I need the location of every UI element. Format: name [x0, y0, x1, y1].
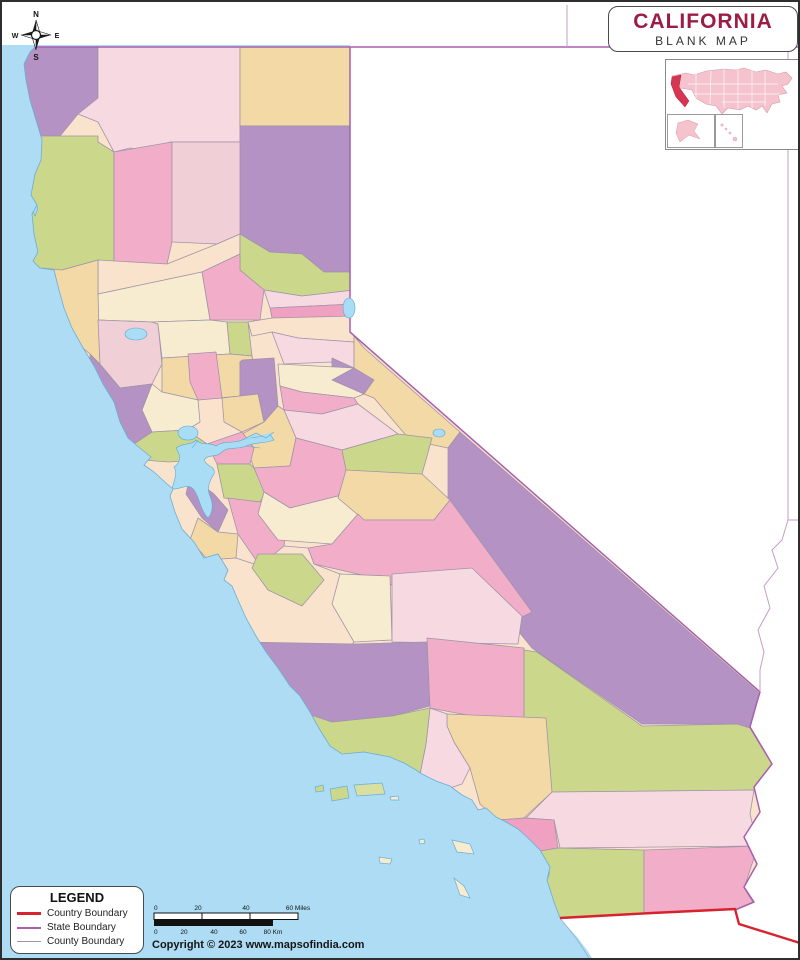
scale-miles-bar: [153, 912, 299, 920]
scale-miles-tick: 20: [194, 905, 202, 912]
hawaii-inset: [715, 114, 743, 148]
scale-miles-end-label: 60 Miles: [286, 905, 311, 912]
compass-north-label: N: [33, 10, 39, 19]
scale-km-tick: 60: [239, 929, 247, 936]
delta-channels: [191, 431, 275, 449]
state-boundary-swatch: [17, 926, 41, 929]
mexico-border: [559, 907, 798, 944]
usa-locator-inset: [665, 59, 798, 150]
usa-silhouette: [671, 67, 793, 115]
legend-label: Country Boundary: [47, 908, 128, 919]
map-subtitle: BLANK MAP: [655, 34, 751, 48]
clear-lake: [124, 327, 148, 341]
map-title-box: CALIFORNIA BLANK MAP: [608, 6, 798, 52]
county-boundary-swatch: [17, 941, 41, 942]
scale-km-tick: 20: [180, 929, 188, 936]
legend-item-state: State Boundary: [17, 922, 137, 933]
copyright-text: Copyright © 2023 www.mapsofindia.com: [152, 939, 365, 951]
scale-km-bar: [154, 919, 273, 926]
hawaii-silhouette: [720, 123, 738, 142]
scale-miles-tick: 0: [154, 905, 158, 912]
legend-label: State Boundary: [47, 922, 116, 933]
baja-coastline: [559, 917, 590, 958]
usa-inset-map: [670, 67, 793, 115]
legend-box: LEGEND Country Boundary State Boundary C…: [10, 886, 144, 954]
legend-label: County Boundary: [47, 936, 125, 947]
scale-miles-tick: 40: [242, 905, 250, 912]
lake-tahoe: [342, 297, 356, 319]
alaska-silhouette: [675, 119, 701, 143]
scale-km-tick: 40: [210, 929, 218, 936]
mono-lake: [432, 428, 446, 438]
neighboring-land: [350, 45, 798, 958]
legend-title: LEGEND: [49, 890, 105, 905]
legend-item-country: Country Boundary: [17, 908, 137, 919]
nevada-border: [349, 47, 773, 911]
scale-km-tick: 0: [154, 929, 158, 936]
san-pablo-bay: [177, 425, 199, 441]
alaska-inset: [667, 114, 715, 148]
compass-east-label: E: [55, 33, 60, 40]
usa-state-lines: [688, 69, 780, 109]
compass-rose: N W E S: [12, 10, 60, 62]
map-title: CALIFORNIA: [633, 10, 773, 33]
scale-km-end-label: 80 Km: [264, 929, 283, 936]
legend-item-county: County Boundary: [17, 936, 137, 947]
scale-bar: 0 20 40 60 Miles 0 20 40 60 80 Km: [153, 905, 311, 936]
compass-south-label: S: [33, 53, 39, 62]
compass-west-label: W: [12, 33, 19, 40]
channel-islands: [314, 782, 475, 899]
california-highlight: [670, 74, 690, 108]
country-boundary-swatch: [17, 912, 41, 915]
california-coastline: [23, 46, 561, 919]
